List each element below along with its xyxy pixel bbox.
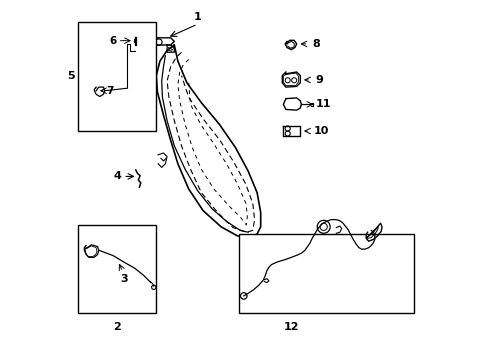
Text: 5: 5 <box>67 71 75 81</box>
Text: 2: 2 <box>113 322 121 332</box>
Text: 12: 12 <box>283 322 299 332</box>
Text: 6: 6 <box>109 36 117 46</box>
Text: 1: 1 <box>193 12 201 22</box>
Text: 3: 3 <box>120 274 127 284</box>
Text: 4: 4 <box>114 171 122 181</box>
Bar <box>239 234 413 313</box>
Text: 11: 11 <box>315 99 330 109</box>
Text: 9: 9 <box>314 75 322 85</box>
Text: 8: 8 <box>311 39 319 49</box>
Text: 7: 7 <box>106 86 114 96</box>
Bar <box>78 225 155 313</box>
Bar <box>78 22 155 131</box>
Text: 10: 10 <box>313 126 329 136</box>
